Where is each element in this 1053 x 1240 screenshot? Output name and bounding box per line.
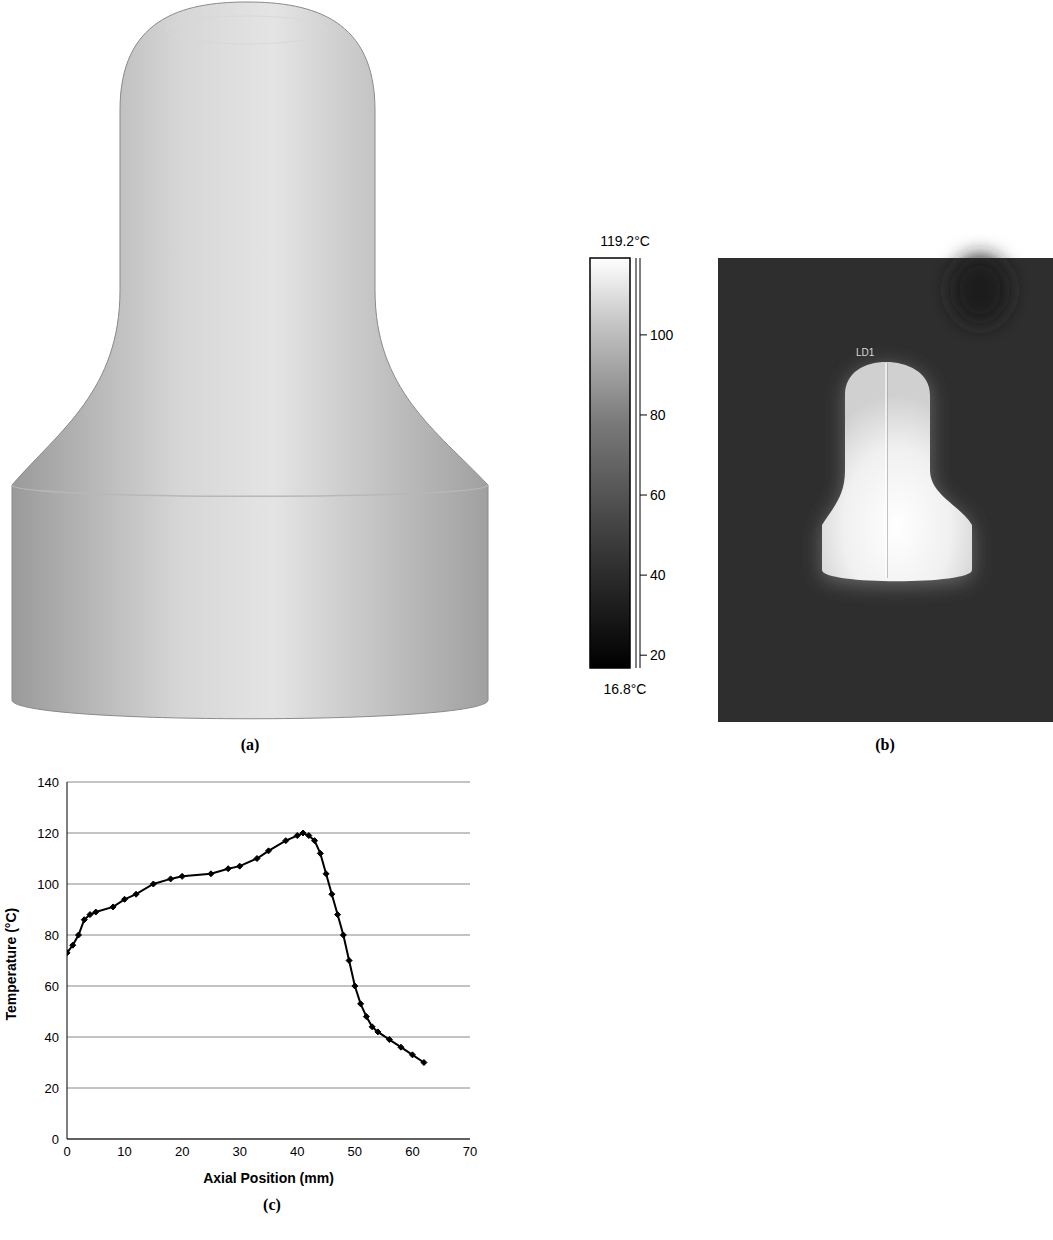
svg-text:80: 80 [45, 928, 59, 943]
svg-text:16.8°C: 16.8°C [604, 681, 647, 697]
svg-text:20: 20 [45, 1081, 59, 1096]
svg-text:40: 40 [45, 1030, 59, 1045]
svg-text:60: 60 [650, 487, 666, 503]
html-text:(a): (a) [240, 736, 260, 753]
svg-text:30: 30 [232, 1144, 246, 1159]
svg-text:40: 40 [650, 567, 666, 583]
svg-text:80: 80 [650, 407, 666, 423]
svg-text:100: 100 [650, 327, 674, 343]
svg-text:140: 140 [37, 775, 59, 790]
svg-text:119.2°C: 119.2°C [600, 233, 650, 249]
svg-text:0: 0 [63, 1144, 70, 1159]
svg-text:100: 100 [37, 877, 59, 892]
svg-text:LD1: LD1 [856, 347, 875, 358]
svg-text:Temperature (°C): Temperature (°C) [3, 908, 19, 1021]
svg-text:20: 20 [650, 647, 666, 663]
svg-text:20: 20 [175, 1144, 189, 1159]
svg-text:Axial Position (mm): Axial Position (mm) [203, 1170, 334, 1186]
svg-text:120: 120 [37, 826, 59, 841]
html-text:(b): (b) [875, 736, 895, 753]
svg-text:10: 10 [117, 1144, 131, 1159]
svg-text:0: 0 [52, 1132, 59, 1147]
svg-text:60: 60 [45, 979, 59, 994]
html-text:(c): (c) [263, 1196, 281, 1213]
svg-text:50: 50 [348, 1144, 362, 1159]
svg-text:60: 60 [405, 1144, 419, 1159]
svg-text:70: 70 [463, 1144, 477, 1159]
svg-text:40: 40 [290, 1144, 304, 1159]
